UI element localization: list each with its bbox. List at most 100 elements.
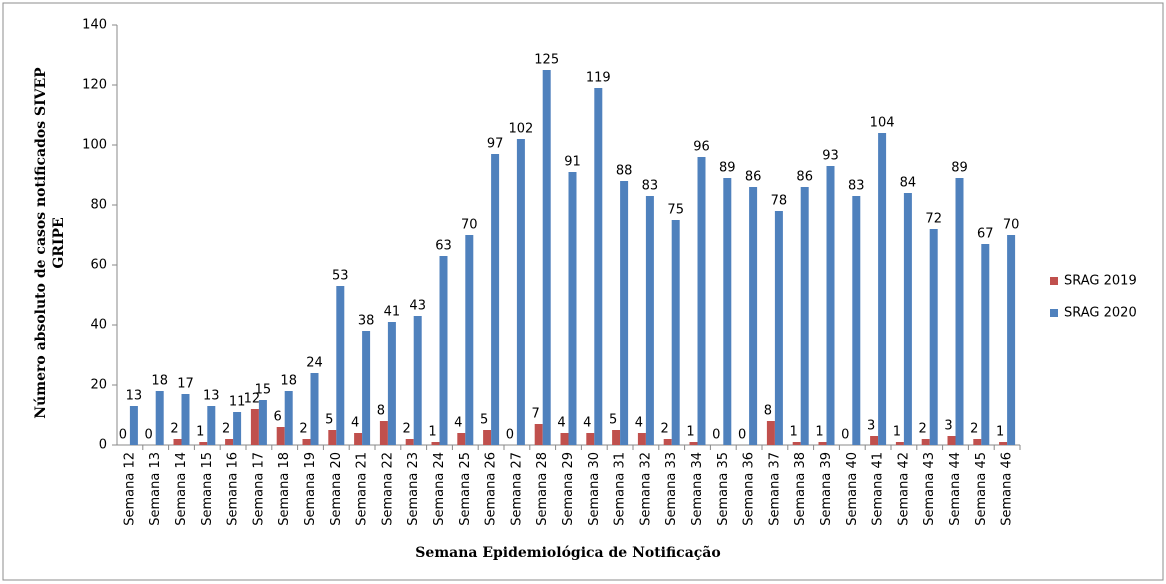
data-label: 17 (177, 377, 194, 392)
data-label: 2 (661, 422, 669, 437)
data-label: 88 (616, 164, 633, 179)
x-tick-label: Semana 18 (277, 452, 292, 526)
bar (284, 391, 293, 445)
bar (1007, 235, 1016, 445)
data-label: 11 (229, 395, 246, 410)
bar (362, 331, 371, 445)
bar (181, 394, 190, 445)
bar (328, 430, 337, 445)
bar (697, 157, 706, 445)
data-label: 6 (274, 410, 282, 425)
bar (155, 391, 164, 445)
bar (645, 196, 654, 445)
y-tick-label: 80 (90, 198, 107, 213)
data-label: 41 (384, 305, 401, 320)
x-tick-label: Semana 38 (793, 452, 808, 526)
data-label: 7 (532, 407, 540, 422)
bar (895, 442, 904, 445)
x-tick-label: Semana 37 (767, 452, 782, 526)
data-label: 24 (306, 356, 323, 371)
bar (439, 256, 448, 445)
data-label: 63 (435, 239, 452, 254)
bar (826, 166, 835, 445)
x-tick-label: Semana 35 (716, 452, 731, 526)
x-tick-label: Semana 41 (871, 452, 886, 526)
data-label: 0 (145, 428, 153, 443)
data-label: 83 (642, 179, 659, 194)
bar (250, 409, 259, 445)
bar (534, 424, 543, 445)
x-tick-label: Semana 15 (200, 452, 215, 526)
data-label: 1 (196, 425, 204, 440)
data-label: 67 (977, 227, 994, 242)
bar (233, 412, 242, 445)
x-tick-label: Semana 28 (535, 452, 550, 526)
x-tick-label: Semana 26 (484, 452, 499, 526)
data-label: 89 (951, 161, 968, 176)
bar (568, 172, 577, 445)
bar (586, 433, 595, 445)
data-label: 18 (151, 374, 168, 389)
data-label: 2 (222, 422, 230, 437)
data-label: 3 (867, 419, 875, 434)
data-label: 0 (738, 428, 746, 443)
x-tick-label: Semana 30 (587, 452, 602, 526)
bar (921, 439, 930, 445)
bar (387, 322, 396, 445)
data-label: 2 (919, 422, 927, 437)
x-tick-label: Semana 25 (458, 452, 473, 526)
x-tick-label: Semana 13 (148, 452, 163, 526)
data-label: 78 (771, 194, 788, 209)
data-label: 96 (693, 140, 710, 155)
data-label: 2 (170, 422, 178, 437)
data-label: 8 (377, 404, 385, 419)
x-tick-label: Semana 31 (613, 452, 628, 526)
bar (594, 88, 603, 445)
y-tick-label: 0 (99, 438, 107, 453)
bar (405, 439, 414, 445)
data-label: 86 (796, 170, 813, 185)
bar (516, 139, 525, 445)
legend-swatch (1050, 277, 1058, 285)
bar (465, 235, 474, 445)
bar (766, 421, 775, 445)
bar (774, 211, 783, 445)
data-label: 1 (428, 425, 436, 440)
bar (483, 430, 492, 445)
data-label: 83 (848, 179, 865, 194)
x-tick-label: Semana 43 (922, 452, 937, 526)
data-label: 0 (119, 428, 127, 443)
bar (620, 181, 629, 445)
bar (431, 442, 440, 445)
data-label: 97 (487, 137, 504, 152)
legend-label: SRAG 2020 (1064, 306, 1137, 321)
bar (663, 439, 672, 445)
data-label: 119 (586, 71, 611, 86)
bar (981, 244, 990, 445)
bar (800, 187, 809, 445)
data-label: 0 (712, 428, 720, 443)
bar (542, 70, 551, 445)
bar (225, 439, 234, 445)
legend-swatch (1050, 309, 1058, 317)
data-label: 86 (745, 170, 762, 185)
data-label: 84 (900, 176, 917, 191)
data-label: 89 (719, 161, 736, 176)
x-tick-label: Semana 46 (1000, 452, 1015, 526)
x-tick-label: Semana 14 (174, 452, 189, 526)
x-tick-label: Semana 19 (303, 452, 318, 526)
data-label: 4 (454, 416, 462, 431)
bar (818, 442, 827, 445)
data-label: 5 (480, 413, 488, 428)
bar (207, 406, 216, 445)
data-label: 91 (564, 155, 581, 170)
x-tick-label: Semana 20 (329, 452, 344, 526)
data-label: 70 (461, 218, 478, 233)
data-label: 0 (841, 428, 849, 443)
data-label: 2 (403, 422, 411, 437)
bar (852, 196, 861, 445)
bar (413, 316, 422, 445)
